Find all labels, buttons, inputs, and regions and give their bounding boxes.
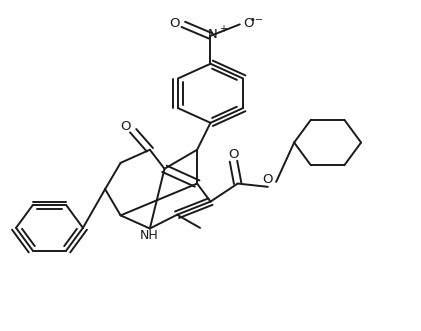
Text: NH: NH [140,229,158,242]
Text: O: O [244,17,254,30]
Text: O: O [228,148,239,161]
Text: •−: •− [250,15,264,25]
Text: O: O [169,17,179,30]
Text: O: O [263,173,273,186]
Text: N: N [207,28,217,41]
Text: +: + [219,24,227,34]
Text: O: O [120,120,131,133]
